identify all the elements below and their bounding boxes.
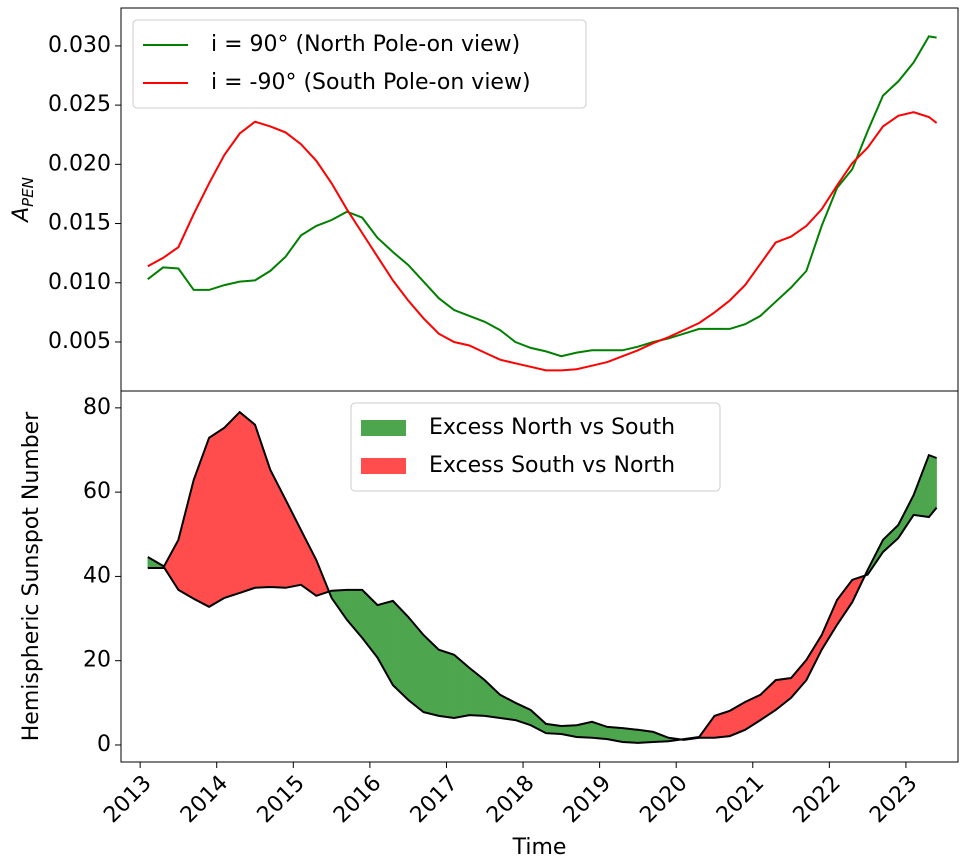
y-tick-label: 0.020 (48, 151, 111, 176)
series-line (147, 410, 938, 744)
legend-swatch (361, 420, 406, 436)
axes-frame (120, 390, 959, 763)
fill-region (239, 411, 256, 594)
y-axis-label: Hemispheric Sunspot Number (19, 411, 44, 741)
legend-swatch (361, 458, 406, 474)
fill-region (790, 659, 807, 699)
plot-area (147, 410, 938, 744)
fill-region (453, 654, 470, 719)
fill-region (224, 411, 240, 599)
legend-box (132, 19, 587, 109)
x-tick-label: 2019 (559, 771, 616, 828)
x-axis-label: Time (512, 835, 567, 860)
legend-label: Excess South vs North (429, 453, 675, 478)
fill-region (438, 649, 455, 719)
x-tick-label: 2021 (712, 771, 769, 828)
x-tick-label: 2016 (329, 771, 386, 828)
fill-region (913, 455, 930, 518)
x-tick-label: 2015 (253, 771, 310, 828)
y-axis-label-main: A (9, 207, 34, 224)
plot-area (147, 35, 938, 372)
fill-region (775, 677, 792, 711)
fill-region (346, 589, 363, 639)
series-line (147, 111, 938, 372)
x-tick-label: 2018 (482, 771, 539, 828)
x-tick-label: 2023 (865, 771, 922, 828)
legend-label: Excess North vs South (429, 415, 675, 440)
y-tick-label: 0.005 (48, 329, 111, 354)
fill-region (270, 469, 286, 589)
y-tick-label: 20 (83, 648, 111, 673)
y-axis-label-sub: PEN (19, 177, 37, 207)
fill-region (178, 479, 194, 600)
x-tick-label: 2014 (176, 771, 233, 828)
series-line (147, 35, 937, 358)
y-tick-label: 40 (83, 563, 111, 588)
legend-label: i = -90° (South Pole-on view) (211, 70, 531, 95)
fill-region (208, 427, 225, 608)
y-tick-label: 0 (97, 732, 111, 757)
y-tick-label: 80 (83, 395, 111, 420)
x-tick-label: 2013 (99, 771, 156, 828)
x-tick-label: 2022 (789, 771, 846, 828)
y-tick-label: 0.015 (48, 211, 111, 236)
fill-region (484, 679, 501, 719)
fill-region (193, 437, 210, 608)
y-tick-label: 0.010 (48, 270, 111, 295)
series-line (147, 453, 937, 741)
y-tick-label: 0.030 (48, 33, 111, 58)
x-tick-label: 2020 (635, 771, 692, 828)
y-tick-label: 0.025 (48, 92, 111, 117)
fill-region (836, 579, 853, 626)
y-tick-label: 60 (83, 479, 111, 504)
legend-label: i = 90° (North Pole-on view) (211, 32, 520, 57)
y-axis-label: APEN (9, 177, 37, 224)
legend-box (350, 402, 721, 492)
x-tick-label: 2017 (406, 771, 463, 828)
